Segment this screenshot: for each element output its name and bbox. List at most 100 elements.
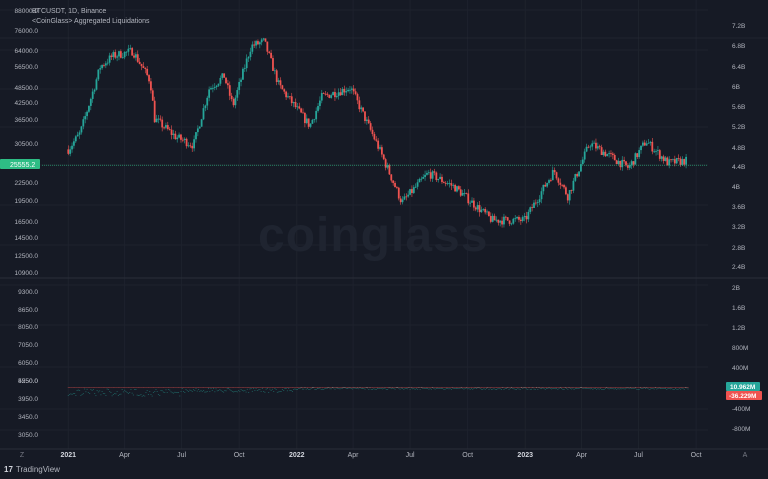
candle-body bbox=[388, 165, 391, 175]
candle-body bbox=[668, 159, 671, 166]
candle-body bbox=[191, 146, 194, 149]
candle-body bbox=[153, 100, 156, 123]
candle-body bbox=[281, 85, 284, 90]
candle-body bbox=[512, 218, 515, 224]
candle-body bbox=[448, 183, 451, 185]
candle-body bbox=[525, 216, 528, 220]
candle-body bbox=[328, 94, 331, 98]
lower-tick-label: 3450.0 bbox=[18, 414, 38, 421]
candle-body bbox=[97, 69, 100, 80]
candle-body bbox=[578, 171, 580, 177]
candle-body bbox=[270, 52, 272, 59]
long-liquidation-badge bbox=[726, 382, 760, 391]
candle-body bbox=[642, 142, 644, 146]
candle-body bbox=[533, 202, 535, 208]
candle-body bbox=[493, 215, 496, 221]
candle-body bbox=[69, 149, 72, 154]
liquidation-tick-label: 5.6B bbox=[732, 104, 745, 111]
candle-body bbox=[534, 202, 537, 204]
candle-body bbox=[110, 55, 113, 57]
candle-body bbox=[227, 83, 229, 86]
candle-body bbox=[491, 215, 494, 222]
candle-body bbox=[101, 65, 103, 69]
candle-body bbox=[442, 182, 445, 183]
candle-body bbox=[183, 138, 186, 140]
candle-body bbox=[527, 211, 530, 220]
candle-body bbox=[673, 159, 676, 164]
candle-body bbox=[150, 81, 152, 91]
time-tick-label: Jul bbox=[177, 452, 186, 459]
auto-scale-toggle: A bbox=[743, 452, 748, 459]
price-tick-label: 22500.0 bbox=[15, 180, 39, 187]
tradingview-mark-icon: 17 bbox=[4, 465, 13, 474]
candle-body bbox=[119, 51, 122, 58]
candle-body bbox=[202, 108, 205, 120]
candle-body bbox=[268, 51, 271, 53]
candle-body bbox=[360, 107, 363, 110]
time-tick-label: 2022 bbox=[289, 452, 305, 459]
candle-body bbox=[302, 112, 304, 114]
liquidation-tick-label: 800M bbox=[732, 345, 748, 352]
candle-body bbox=[467, 193, 470, 204]
candle-body bbox=[364, 111, 366, 121]
candle-body bbox=[412, 187, 415, 193]
candle-body bbox=[373, 134, 376, 140]
candle-body bbox=[234, 97, 237, 106]
candle-body bbox=[89, 98, 92, 106]
candle-body bbox=[486, 211, 488, 213]
candle-body bbox=[685, 156, 687, 165]
candle-body bbox=[630, 161, 633, 166]
candle-body bbox=[403, 196, 406, 200]
tradingview-logo[interactable]: 17 TradingView bbox=[4, 465, 60, 474]
candle-body bbox=[645, 143, 648, 146]
candle-body bbox=[596, 146, 599, 149]
short-liquidation-badge bbox=[726, 391, 762, 400]
candle-body bbox=[523, 216, 526, 218]
candle-body bbox=[437, 178, 440, 181]
candle-body bbox=[602, 151, 605, 156]
candle-body bbox=[288, 96, 291, 98]
candle-body bbox=[279, 80, 282, 86]
candle-body bbox=[174, 133, 177, 140]
candle-body bbox=[628, 165, 631, 168]
time-tick-label: 2023 bbox=[517, 452, 533, 459]
candle-body bbox=[264, 38, 267, 42]
liquidation-tick-label: 7.2B bbox=[732, 23, 745, 30]
candle-body bbox=[598, 146, 601, 148]
candle-body bbox=[225, 77, 227, 84]
candle-body bbox=[456, 186, 458, 192]
candle-body bbox=[189, 145, 192, 147]
current-price-label: 25555.2 bbox=[10, 162, 35, 169]
candle-body bbox=[514, 218, 517, 220]
candle-body bbox=[324, 93, 327, 95]
candle-body bbox=[157, 118, 160, 120]
right-liquidation-axis: 7.2B 6.8B 6.4B 6B 5.6B 5.2B 4.8B 4.4B 4B 3.6B 3.2B… bbox=[732, 23, 750, 433]
candle-body bbox=[104, 63, 107, 66]
candle-body bbox=[482, 209, 485, 210]
candle-body bbox=[347, 89, 349, 92]
candle-body bbox=[367, 119, 370, 124]
candle-body bbox=[551, 170, 554, 181]
candle-body bbox=[257, 41, 259, 45]
candle-body bbox=[93, 89, 96, 92]
candle-body bbox=[170, 129, 173, 135]
candle-body bbox=[519, 219, 522, 221]
candle-body bbox=[643, 142, 646, 146]
candle-body bbox=[136, 54, 139, 62]
candle-body bbox=[82, 119, 85, 127]
candle-body bbox=[375, 139, 378, 141]
time-axis: 2021 Apr Jul Oct 2022 Apr Jul Oct 2023 Apr Jul Oct Z… bbox=[20, 452, 748, 459]
candle-body bbox=[232, 99, 235, 106]
candle-body bbox=[78, 132, 81, 135]
candle-body bbox=[409, 189, 411, 195]
candle-body bbox=[600, 147, 603, 156]
candle-body bbox=[88, 105, 90, 112]
candle-body bbox=[242, 68, 244, 80]
liquidation-tick-label: 6B bbox=[732, 84, 740, 91]
candle-body bbox=[140, 63, 143, 67]
candle-body bbox=[504, 216, 507, 218]
time-tick-label: Jul bbox=[634, 452, 643, 459]
candle-body bbox=[125, 51, 128, 53]
candle-body bbox=[394, 182, 396, 188]
